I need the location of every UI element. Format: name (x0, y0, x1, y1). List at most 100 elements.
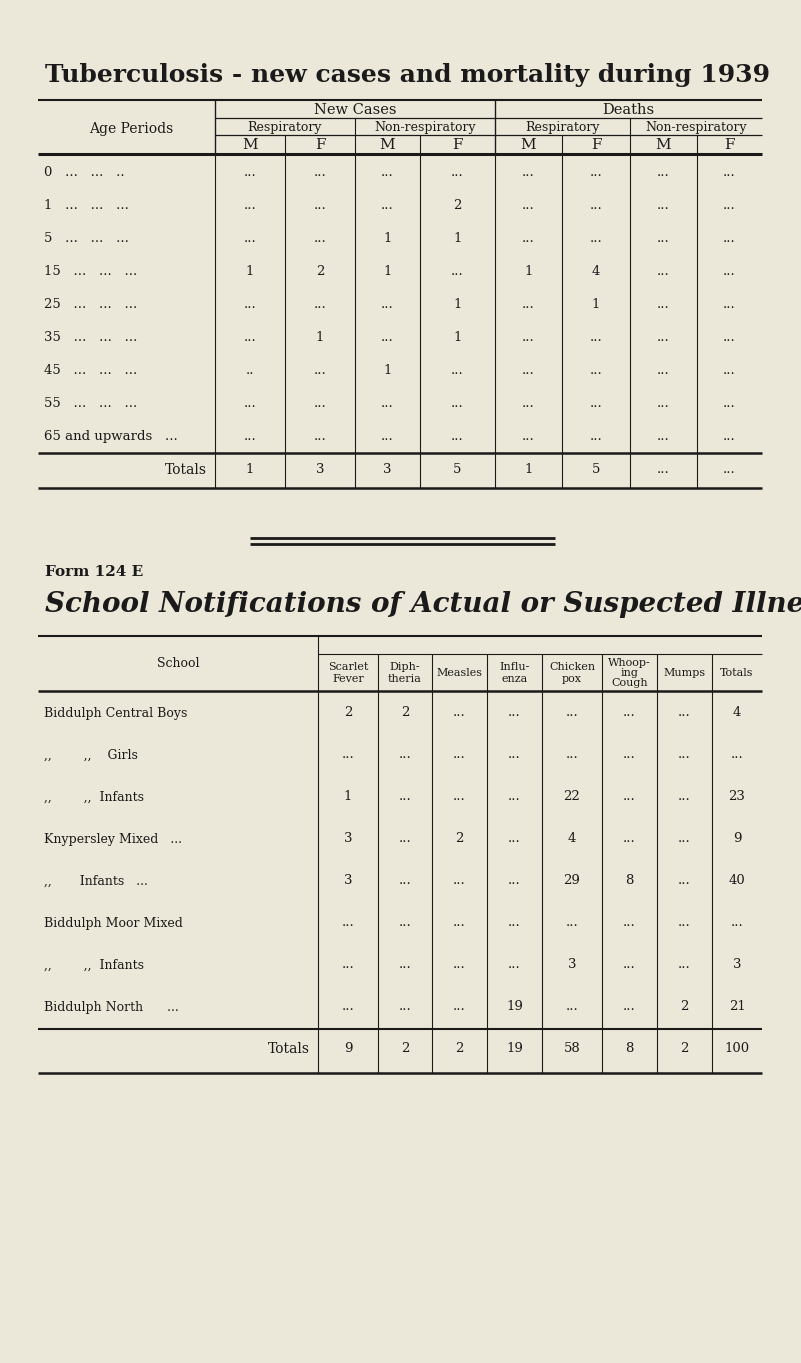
Text: Mumps: Mumps (663, 668, 706, 677)
Text: 23: 23 (729, 791, 746, 804)
Text: Cough: Cough (611, 677, 648, 687)
Text: ...: ... (399, 833, 412, 845)
Text: Totals: Totals (720, 668, 754, 677)
Text: ,,       Infants   ...: ,, Infants ... (44, 875, 148, 887)
Text: ...: ... (522, 298, 535, 311)
Text: M: M (242, 138, 258, 153)
Text: ...: ... (508, 748, 521, 762)
Text: Scarlet: Scarlet (328, 661, 368, 672)
Text: ...: ... (314, 199, 326, 213)
Text: ...: ... (314, 397, 326, 410)
Text: Non-respiratory: Non-respiratory (374, 120, 476, 134)
Text: F: F (315, 138, 325, 153)
Text: Deaths: Deaths (602, 104, 654, 117)
Text: F: F (724, 138, 735, 153)
Text: ...: ... (381, 166, 394, 179)
Text: ...: ... (657, 364, 670, 378)
Text: ...: ... (453, 1000, 466, 1014)
Text: 65 and upwards   ...: 65 and upwards ... (44, 429, 178, 443)
Text: ...: ... (731, 748, 743, 762)
Text: ...: ... (341, 958, 354, 972)
Text: 1: 1 (525, 463, 533, 476)
Text: ...: ... (508, 916, 521, 930)
Text: 5: 5 (453, 463, 461, 476)
Text: 15   ...   ...   ...: 15 ... ... ... (44, 264, 137, 278)
Text: ...: ... (623, 833, 636, 845)
Text: 58: 58 (564, 1043, 581, 1055)
Text: ...: ... (623, 916, 636, 930)
Text: ...: ... (590, 166, 602, 179)
Text: ...: ... (451, 264, 464, 278)
Text: ...: ... (381, 298, 394, 311)
Text: ...: ... (341, 1000, 354, 1014)
Text: ...: ... (731, 916, 743, 930)
Text: School Notifications of Actual or Suspected Illness, and Contacts: School Notifications of Actual or Suspec… (45, 590, 801, 617)
Text: ,,        ,,    Girls: ,, ,, Girls (44, 748, 138, 762)
Text: ...: ... (453, 791, 466, 804)
Text: ...: ... (244, 166, 256, 179)
Text: ...: ... (453, 706, 466, 720)
Text: 3: 3 (344, 875, 352, 887)
Text: ...: ... (314, 429, 326, 443)
Text: ...: ... (723, 463, 736, 476)
Text: 29: 29 (564, 875, 581, 887)
Text: ...: ... (399, 1000, 412, 1014)
Text: Form 124 E: Form 124 E (45, 566, 143, 579)
Text: ...: ... (399, 875, 412, 887)
Text: 1: 1 (316, 331, 324, 343)
Text: ...: ... (522, 331, 535, 343)
Text: ...: ... (590, 331, 602, 343)
Text: ...: ... (623, 791, 636, 804)
Text: Respiratory: Respiratory (248, 120, 322, 134)
Text: ...: ... (657, 298, 670, 311)
Text: 1: 1 (246, 264, 254, 278)
Text: ...: ... (453, 958, 466, 972)
Text: 2: 2 (680, 1000, 689, 1014)
Text: 1: 1 (246, 463, 254, 476)
Text: 0   ...   ...   ..: 0 ... ... .. (44, 166, 125, 179)
Text: 2: 2 (455, 1043, 464, 1055)
Text: ...: ... (244, 397, 256, 410)
Text: Biddulph North      ...: Biddulph North ... (44, 1000, 179, 1014)
Text: 1: 1 (525, 264, 533, 278)
Text: ...: ... (678, 875, 691, 887)
Text: ...: ... (508, 791, 521, 804)
Text: 22: 22 (564, 791, 581, 804)
Text: Biddulph Moor Mixed: Biddulph Moor Mixed (44, 916, 183, 930)
Text: ...: ... (399, 791, 412, 804)
Text: M: M (656, 138, 671, 153)
Text: 2: 2 (455, 833, 464, 845)
Text: ..: .. (246, 364, 254, 378)
Text: ...: ... (244, 331, 256, 343)
Text: pox: pox (562, 673, 582, 683)
Text: School: School (157, 657, 199, 671)
Text: Respiratory: Respiratory (525, 120, 600, 134)
Text: 1: 1 (453, 298, 461, 311)
Text: Totals: Totals (268, 1041, 310, 1056)
Text: 2: 2 (453, 199, 461, 213)
Text: ...: ... (678, 833, 691, 845)
Text: ...: ... (381, 331, 394, 343)
Text: F: F (453, 138, 463, 153)
Text: ...: ... (508, 875, 521, 887)
Text: Age Periods: Age Periods (90, 123, 174, 136)
Text: New Cases: New Cases (314, 104, 396, 117)
Text: ...: ... (508, 958, 521, 972)
Text: ...: ... (566, 1000, 578, 1014)
Text: 1: 1 (344, 791, 352, 804)
Text: 3: 3 (568, 958, 576, 972)
Text: ...: ... (314, 364, 326, 378)
Text: ...: ... (657, 397, 670, 410)
Text: 55   ...   ...   ...: 55 ... ... ... (44, 397, 137, 410)
Text: 19: 19 (506, 1000, 523, 1014)
Text: 1: 1 (384, 232, 392, 245)
Text: ...: ... (508, 706, 521, 720)
Text: 35   ...   ...   ...: 35 ... ... ... (44, 331, 138, 343)
Text: 8: 8 (626, 875, 634, 887)
Text: Totals: Totals (165, 462, 207, 477)
Text: 1: 1 (453, 232, 461, 245)
Text: ...: ... (723, 364, 736, 378)
Text: ...: ... (590, 397, 602, 410)
Text: ...: ... (399, 916, 412, 930)
Text: ...: ... (522, 166, 535, 179)
